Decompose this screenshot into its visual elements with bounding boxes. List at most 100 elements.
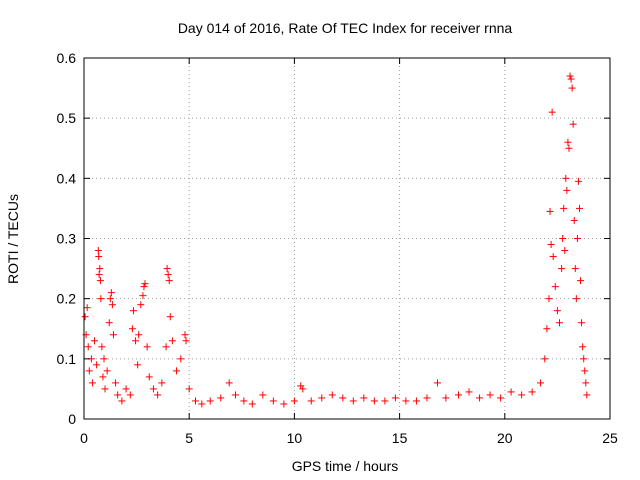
data-point (99, 373, 107, 381)
data-point (240, 397, 248, 405)
data-point (290, 397, 298, 405)
data-point (560, 204, 568, 212)
data-point (280, 400, 288, 408)
data-point (328, 391, 336, 399)
data-point (103, 367, 111, 375)
plot-frame (83, 57, 611, 420)
data-point (558, 265, 566, 273)
data-point (381, 397, 389, 405)
data-point (572, 295, 580, 303)
data-point (135, 331, 143, 339)
data-point (85, 367, 93, 375)
data-point (423, 394, 431, 402)
data-point (570, 216, 578, 224)
x-axis-label: GPS time / hours (292, 458, 399, 474)
y-axis-ticks: 0 0.1 0.2 0.3 0.4 0.5 0.6 (57, 50, 610, 427)
data-point (96, 265, 104, 273)
data-point (182, 337, 190, 345)
chart-title: Day 014 of 2016, Rate Of TEC Index for r… (178, 20, 513, 36)
data-point (486, 391, 494, 399)
data-point (507, 388, 515, 396)
data-point (248, 400, 256, 408)
data-point (551, 283, 559, 291)
data-point (181, 331, 189, 339)
data-point (164, 271, 172, 279)
data-point (561, 247, 569, 255)
data-point (132, 337, 140, 345)
y-tick-label: 0.3 (57, 231, 77, 247)
data-point (391, 394, 399, 402)
data-point (402, 397, 410, 405)
data-point (185, 385, 193, 393)
data-point (566, 72, 574, 80)
data-point (569, 120, 577, 128)
data-point (108, 301, 116, 309)
data-point (548, 108, 556, 116)
data-point (583, 391, 591, 399)
data-point (565, 144, 573, 152)
data-point (93, 361, 101, 369)
data-point (137, 301, 145, 309)
data-point (134, 361, 142, 369)
data-point (549, 253, 557, 261)
data-point (149, 385, 157, 393)
data-point (122, 385, 130, 393)
data-point (564, 138, 572, 146)
data-point (154, 391, 162, 399)
data-point (162, 343, 170, 351)
data-point (94, 247, 102, 255)
data-points (81, 72, 591, 408)
data-point (577, 277, 585, 285)
data-point (163, 265, 171, 273)
data-point (518, 391, 526, 399)
grid-lines (84, 58, 610, 419)
x-tick-label: 20 (497, 430, 513, 446)
x-tick-label: 15 (392, 430, 408, 446)
data-point (269, 397, 277, 405)
data-point (97, 295, 105, 303)
data-point (166, 313, 174, 321)
data-point (563, 186, 571, 194)
data-point (541, 355, 549, 363)
data-point (568, 84, 576, 92)
data-point (562, 174, 570, 182)
data-point (567, 75, 575, 83)
data-point (145, 373, 153, 381)
x-tick-label: 25 (602, 430, 618, 446)
data-point (571, 265, 579, 273)
data-point (128, 325, 136, 333)
data-point (192, 397, 200, 405)
data-point (95, 271, 103, 279)
data-point (98, 343, 106, 351)
data-point (259, 391, 267, 399)
data-point (114, 391, 122, 399)
data-point (339, 394, 347, 402)
data-point (206, 397, 214, 405)
data-point (318, 394, 326, 402)
x-tick-label: 10 (287, 430, 303, 446)
data-point (81, 313, 89, 321)
data-point (177, 355, 185, 363)
data-point (109, 331, 117, 339)
data-point (225, 379, 233, 387)
data-point (95, 253, 103, 261)
data-point (442, 394, 450, 402)
data-point (349, 397, 357, 405)
data-point (574, 177, 582, 185)
data-point (141, 280, 149, 288)
data-point (537, 379, 545, 387)
data-point (578, 319, 586, 327)
data-point (107, 289, 115, 297)
x-tick-label: 0 (80, 430, 88, 446)
data-point (129, 307, 137, 315)
data-point (575, 204, 583, 212)
data-point (96, 277, 104, 285)
data-point (217, 394, 225, 402)
data-point (543, 325, 551, 333)
data-point (497, 394, 505, 402)
y-tick-label: 0.5 (57, 110, 77, 126)
data-point (173, 367, 181, 375)
data-point (91, 337, 99, 345)
data-point (231, 391, 239, 399)
